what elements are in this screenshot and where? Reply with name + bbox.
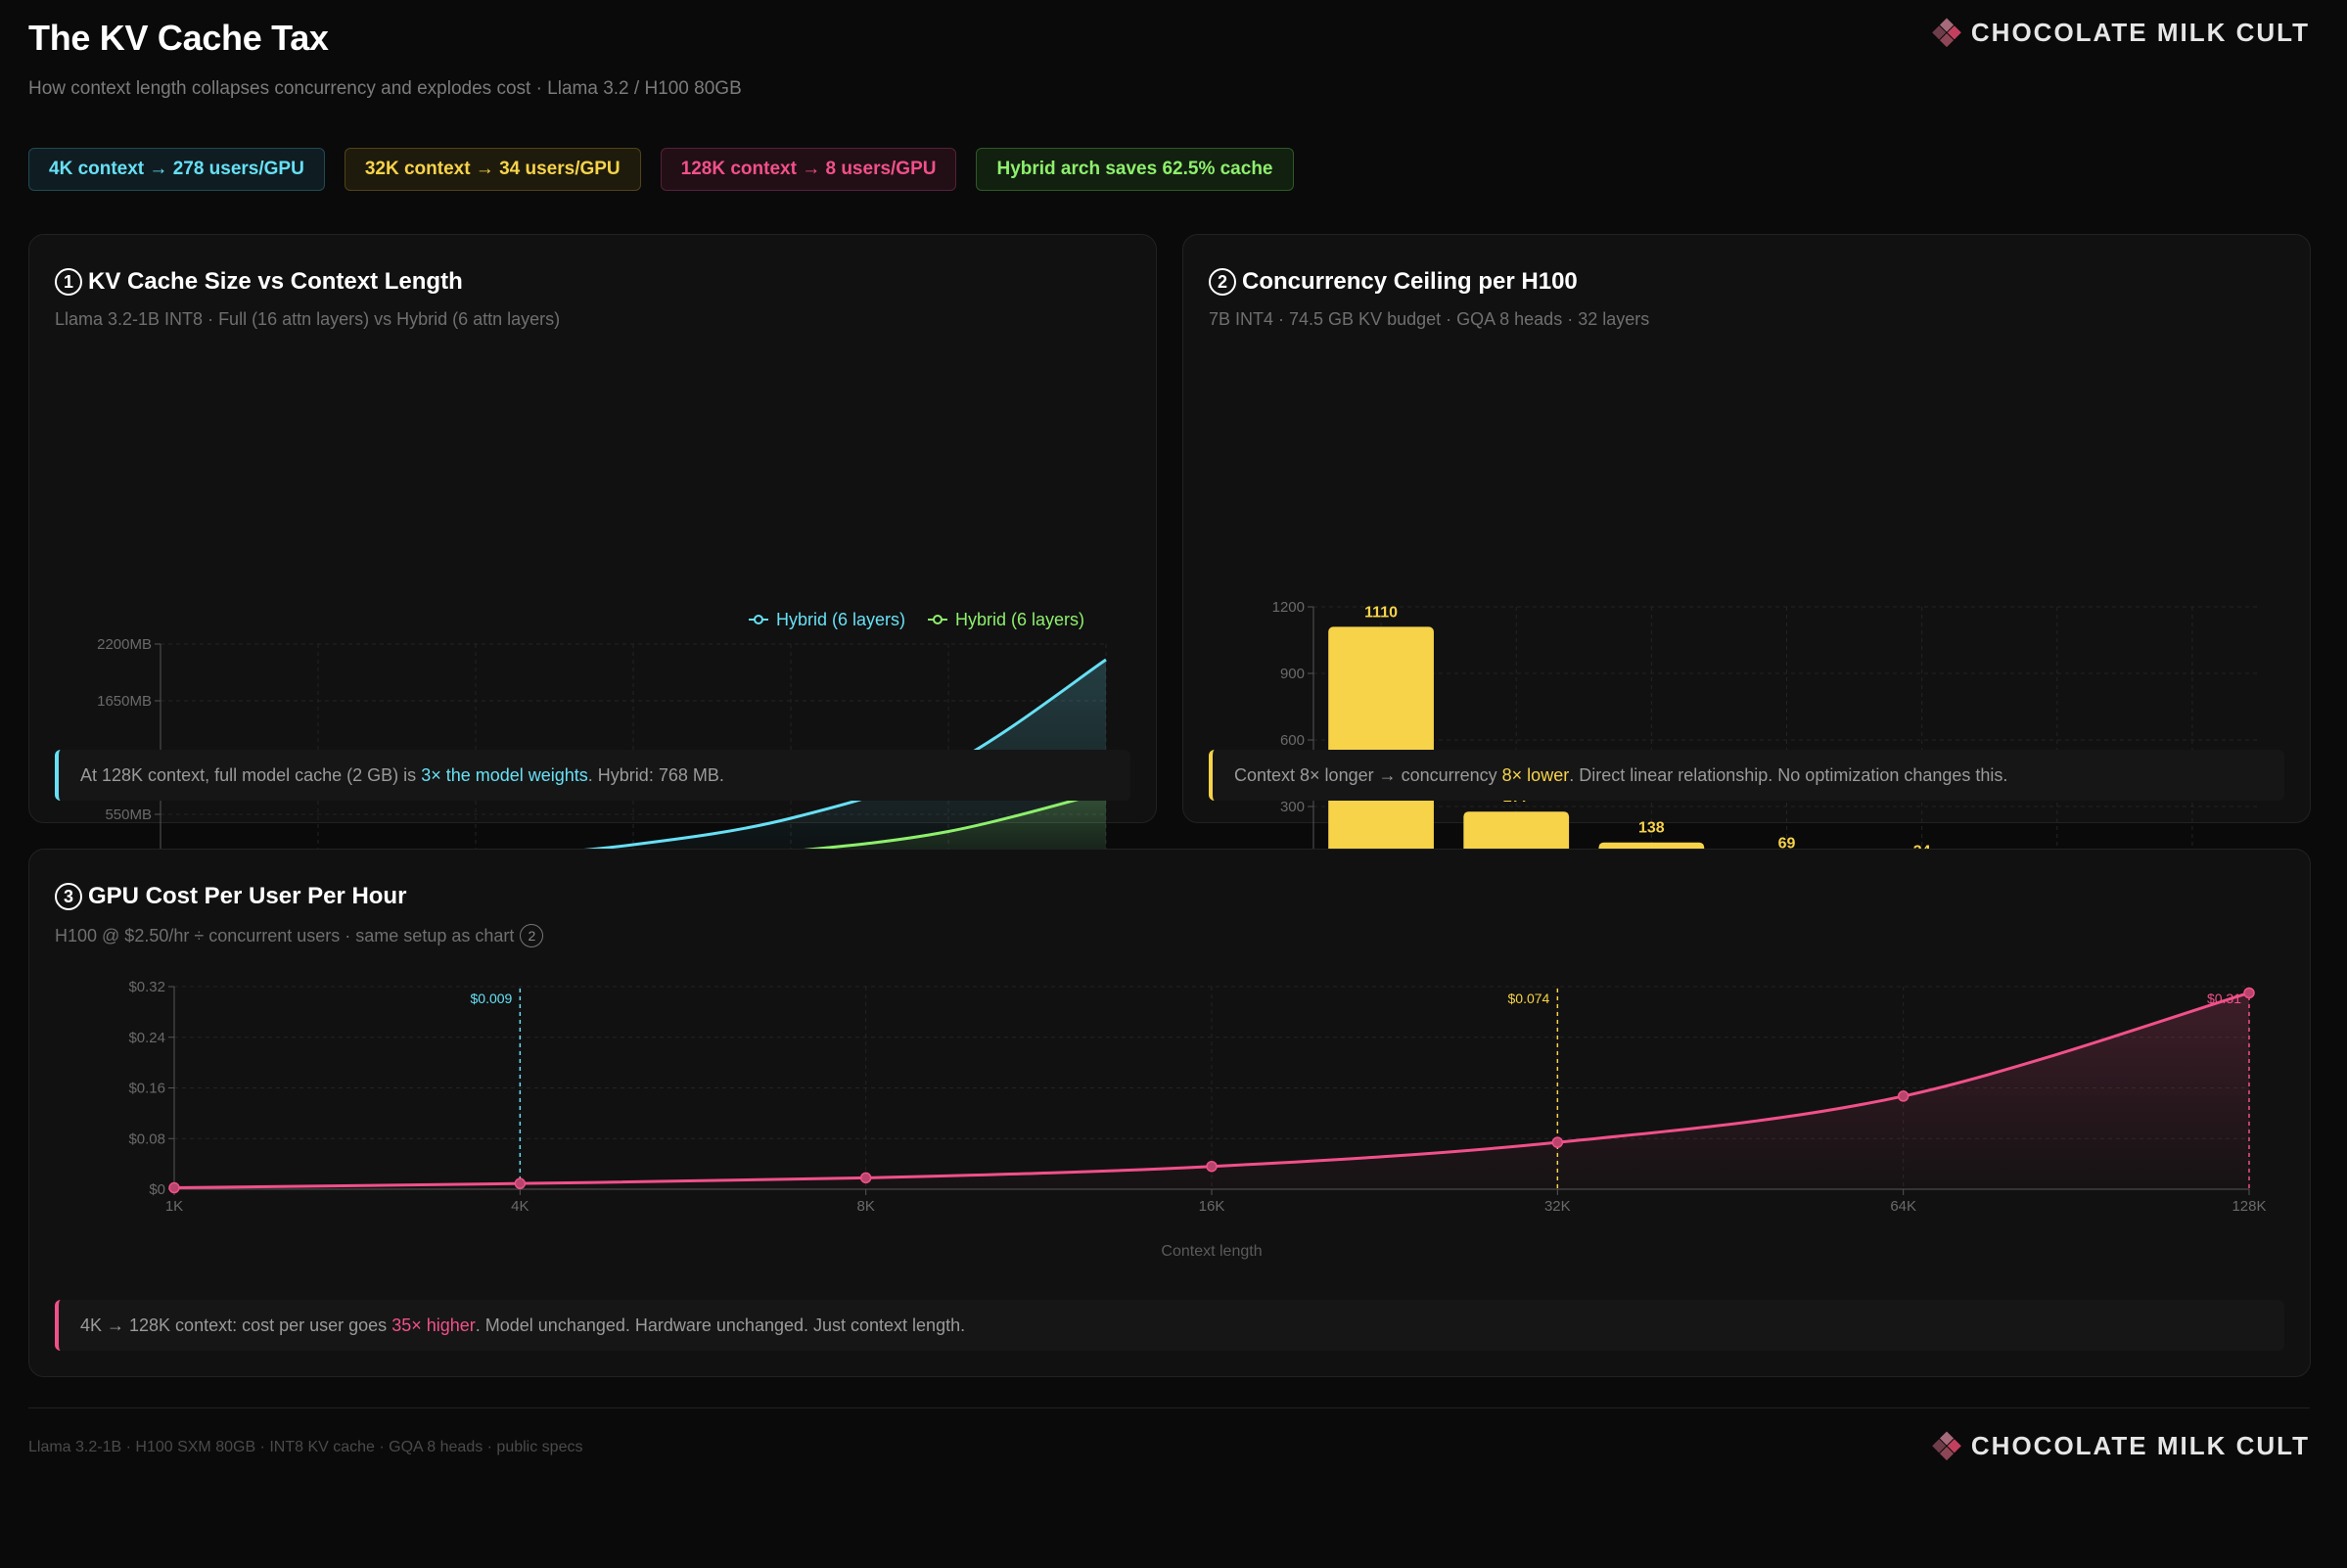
concurrency-panel-title: 2 Concurrency Ceiling per H100 <box>1209 268 1578 296</box>
note-highlight: 3× the model weights <box>421 764 588 785</box>
cost-chart: $0 $0.08 $0.16 $0.24 $0.32 1K 4K 8K 16K 32K 64K 128… <box>128 979 2266 1260</box>
data-point <box>859 1172 872 1184</box>
y-tick-label: $0.24 <box>128 1030 165 1046</box>
brand-mark-icon <box>1931 1430 1961 1461</box>
kv-cache-note: At 128K context, full model cache (2 GB)… <box>55 750 1130 801</box>
note-text: 4K → 128K context: cost per user goes <box>80 1314 388 1335</box>
legend-marker <box>933 615 943 624</box>
badge-hybrid-savings: Hybrid arch saves 62.5% cache <box>976 148 1294 191</box>
footer-text: Llama 3.2-1B · H100 SXM 80GB · INT8 KV c… <box>28 1439 583 1455</box>
note-text-end: . Hybrid: 768 MB. <box>587 764 724 785</box>
note-text: Context 8× longer → concurrency <box>1234 764 1497 785</box>
kv-cache-panel: 1 KV Cache Size vs Context Length Llama … <box>28 234 1157 944</box>
kv-cache-title-text: KV Cache Size vs Context Length <box>88 268 463 295</box>
data-point <box>2243 987 2255 999</box>
footer-brand-logo: CHOCOLATE MILK CULT <box>1932 1430 2310 1461</box>
x-tick-label: 4K <box>511 1198 529 1215</box>
x-tick-label: 32K <box>1544 1198 1571 1215</box>
panel-number-badge: 3 <box>55 883 82 910</box>
note-text-end: . Model unchanged. Hardware unchanged. J… <box>475 1314 966 1335</box>
cost-panel: 3 GPU Cost Per User Per Hour H100 @ $2.5… <box>28 849 2311 1377</box>
data-point <box>1897 1090 1910 1102</box>
data-point <box>514 1177 527 1189</box>
bar-value-label: 138 <box>1638 820 1665 837</box>
badge-4k-context: 4K context → 278 users/GPU <box>28 148 325 191</box>
cost-panel-title: 3 GPU Cost Per User Per Hour <box>55 883 406 910</box>
cost-panel-subtitle: H100 @ $2.50/hr ÷ concurrent users · sam… <box>55 924 544 947</box>
y-tick-label: 600 <box>1280 732 1305 749</box>
y-tick-label: 550MB <box>105 807 152 823</box>
note-highlight: 8× lower <box>1501 764 1570 785</box>
footer-divider <box>28 1407 2310 1408</box>
chart-reference-badge: 2 <box>520 924 544 947</box>
page-subtitle: How context length collapses concurrency… <box>28 78 742 99</box>
legend-label: Hybrid (6 layers) <box>776 610 905 629</box>
kv-cache-panel-subtitle: Llama 3.2-1B INT8 · Full (16 attn layers… <box>55 309 561 329</box>
note-highlight: 35× higher <box>391 1314 476 1335</box>
annotation-label: $0.009 <box>471 991 513 1006</box>
y-tick-label: $0.32 <box>128 979 165 995</box>
footer-brand-name: CHOCOLATE MILK CULT <box>1970 1431 2310 1460</box>
badge-32k-context: 32K context → 34 users/GPU <box>344 148 641 191</box>
panel-number-badge: 1 <box>55 268 82 296</box>
note-text: At 128K context, full model cache (2 GB)… <box>80 764 417 785</box>
x-tick-label: 8K <box>856 1198 874 1215</box>
concurrency-panel: 2 Concurrency Ceiling per H100 7B INT4 ·… <box>1182 234 2311 944</box>
y-tick-label: 2200MB <box>97 636 152 653</box>
summary-badges: 4K context → 278 users/GPU 32K context →… <box>28 148 1294 191</box>
y-tick-label: $0.08 <box>128 1130 165 1147</box>
badge-128k-context: 128K context → 8 users/GPU <box>660 148 957 191</box>
y-tick-label: 300 <box>1280 799 1305 815</box>
y-tick-label: $0.16 <box>128 1081 165 1097</box>
kv-cache-panel-title: 1 KV Cache Size vs Context Length <box>55 268 463 296</box>
y-tick-label: 1200 <box>1272 599 1305 616</box>
bar-value-label: 1110 <box>1364 604 1398 621</box>
concurrency-note: Context 8× longer → concurrency 8× lower… <box>1209 750 2284 801</box>
y-tick-label: 1650MB <box>97 693 152 710</box>
cost-note: 4K → 128K context: cost per user goes 35… <box>55 1300 2284 1351</box>
bar-value-label: 69 <box>1778 835 1796 852</box>
cost-title-text: GPU Cost Per User Per Hour <box>88 883 407 909</box>
legend-marker <box>754 615 763 624</box>
note-text-end: . Direct linear relationship. No optimiz… <box>1569 764 2008 785</box>
x-tick-label: 16K <box>1199 1198 1225 1215</box>
brand-logo: CHOCOLATE MILK CULT <box>1932 17 2310 48</box>
legend-label: Hybrid (6 layers) <box>955 610 1084 629</box>
concurrency-title-text: Concurrency Ceiling per H100 <box>1242 268 1578 295</box>
x-tick-label: 128K <box>2232 1198 2266 1215</box>
x-tick-label: 64K <box>1890 1198 1916 1215</box>
concurrency-panel-subtitle: 7B INT4 · 74.5 GB KV budget · GQA 8 head… <box>1209 309 1650 329</box>
series-area <box>161 660 1106 871</box>
data-point <box>168 1181 180 1194</box>
annotation-label: $0.074 <box>1508 991 1550 1006</box>
y-tick-label: 900 <box>1280 666 1305 682</box>
x-tick-label: 1K <box>165 1198 183 1215</box>
panel-number-badge: 2 <box>1209 268 1236 296</box>
data-point <box>1206 1160 1218 1173</box>
data-point <box>1551 1136 1564 1148</box>
brand-name: CHOCOLATE MILK CULT <box>1970 18 2310 47</box>
brand-mark-icon <box>1931 17 1961 48</box>
cost-subtitle-text: H100 @ $2.50/hr ÷ concurrent users · sam… <box>55 925 515 945</box>
page-title: The KV Cache Tax <box>28 18 329 58</box>
series-area <box>174 992 2249 1189</box>
y-tick-label: $0 <box>149 1181 165 1198</box>
x-axis-label: Context length <box>1161 1243 1262 1260</box>
